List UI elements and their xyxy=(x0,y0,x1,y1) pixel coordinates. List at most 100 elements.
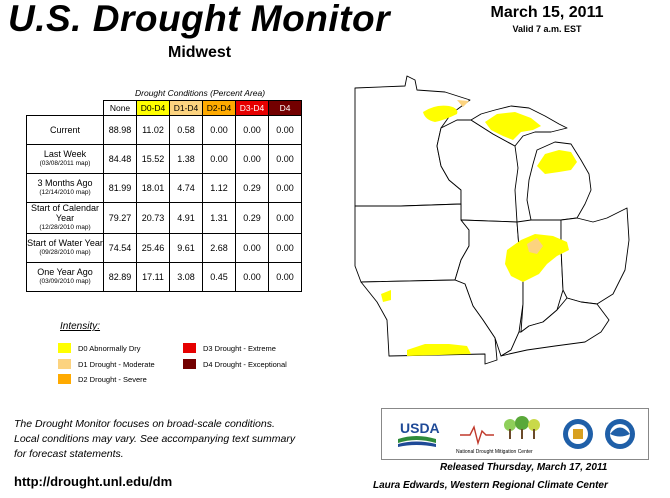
drought-areas xyxy=(381,100,577,356)
row-label: One Year Ago (03/09/2010 map) xyxy=(26,262,104,292)
state-missouri xyxy=(360,279,498,365)
col-d3-d4: D3-D4 xyxy=(235,100,269,116)
table-cell: 4.91 xyxy=(169,202,203,234)
midwest-map xyxy=(354,75,630,365)
table-cell: 3.08 xyxy=(169,262,203,292)
logos-graphic: USDA National Drought Mitigation Center xyxy=(398,416,635,455)
row-label-text: Last Week xyxy=(43,149,87,159)
table-cell: 0.00 xyxy=(235,233,269,263)
d0-area-missouri-south xyxy=(407,344,471,356)
map-title: U.S. Drought Monitor xyxy=(8,0,390,39)
d1-area-minnesota xyxy=(457,100,469,107)
legend-label-d4: D4 Drought - Exceptional xyxy=(203,360,287,369)
note-line: for forecast statements. xyxy=(14,448,124,460)
table-cell: 4.74 xyxy=(169,173,203,203)
table-cell: 0.29 xyxy=(235,202,269,234)
row-label: Last Week (03/08/2011 map) xyxy=(26,144,104,174)
table-cell: 18.01 xyxy=(136,173,170,203)
usda-text: USDA xyxy=(400,420,440,436)
row-label-text: 3 Months Ago xyxy=(37,178,93,188)
note-line: The Drought Monitor focuses on broad-sca… xyxy=(14,418,275,430)
d0-area-missouri xyxy=(381,290,391,302)
row-label-text: Current xyxy=(49,125,80,135)
state-iowa xyxy=(354,203,470,283)
table-row: Start of Calendar Year (12/28/2010 map) 7… xyxy=(26,202,302,234)
noaa-logos xyxy=(563,419,635,449)
table-row: One Year Ago (03/09/2010 map) 82.89 17.11… xyxy=(26,262,302,292)
table-cell: 25.46 xyxy=(136,233,170,263)
row-label-sub: (03/09/2010 map) xyxy=(39,278,91,285)
table-cell: 74.54 xyxy=(103,233,137,263)
table-cell: 0.00 xyxy=(268,144,302,174)
table-row: 3 Months Ago (12/14/2010 map) 81.99 18.01… xyxy=(26,173,302,203)
table-cell: 0.45 xyxy=(202,262,236,292)
table-row: Current 88.98 11.02 0.58 0.00 0.00 0.00 xyxy=(26,115,302,145)
d0-area-indiana-ohio xyxy=(505,234,569,282)
table-cell: 0.00 xyxy=(268,262,302,292)
d1-area-indiana xyxy=(527,238,543,254)
col-none: None xyxy=(103,100,137,116)
table-cell: 20.73 xyxy=(136,202,170,234)
row-label-sub: (09/28/2010 map) xyxy=(39,249,91,256)
row-label-text: Start of Water Year xyxy=(27,238,103,248)
row-label-sub: (12/14/2010 map) xyxy=(39,189,91,196)
col-d2-d4: D2-D4 xyxy=(202,100,236,116)
row-label-sub: (03/08/2011 map) xyxy=(39,160,91,167)
row-label-text: One Year Ago xyxy=(37,267,93,277)
table-cell: 1.12 xyxy=(202,173,236,203)
table-cell: 88.98 xyxy=(103,115,137,145)
table-cell: 0.00 xyxy=(235,144,269,174)
table-cell: 0.00 xyxy=(268,233,302,263)
table-cell: 0.00 xyxy=(202,144,236,174)
table-cell: 0.00 xyxy=(268,202,302,234)
legend-swatch-d3 xyxy=(183,343,196,353)
table-cell: 15.52 xyxy=(136,144,170,174)
note-line: Local conditions may vary. See accompany… xyxy=(14,433,296,445)
table-cell: 0.58 xyxy=(169,115,203,145)
partner-logos: USDA National Drought Mitigation Center xyxy=(381,408,649,460)
row-label: Current xyxy=(26,115,104,145)
table-row: Start of Water Year (09/28/2010 map) 74.5… xyxy=(26,233,302,263)
table-cell: 0.00 xyxy=(268,173,302,203)
legend-swatch-d0 xyxy=(58,343,71,353)
row-label: Start of Water Year (09/28/2010 map) xyxy=(26,233,104,263)
legend-label-d3: D3 Drought - Extreme xyxy=(203,344,276,353)
table-cell: 0.00 xyxy=(235,262,269,292)
d0-area-minnesota xyxy=(423,105,458,122)
table-cell: 1.31 xyxy=(202,202,236,234)
col-d1-d4: D1-D4 xyxy=(169,100,203,116)
table-cell: 17.11 xyxy=(136,262,170,292)
table-caption: Drought Conditions (Percent Area) xyxy=(135,88,266,98)
table-cell: 9.61 xyxy=(169,233,203,263)
legend-label-d1: D1 Drought - Moderate xyxy=(78,360,155,369)
col-d4: D4 xyxy=(268,100,302,116)
row-label-sub: (12/28/2010 map) xyxy=(39,224,91,231)
table-cell: 0.00 xyxy=(235,115,269,145)
ndmc-text: National Drought Mitigation Center xyxy=(456,449,533,455)
table-cell: 2.68 xyxy=(202,233,236,263)
usda-logo: USDA xyxy=(398,420,440,447)
disclaimer-note: The Drought Monitor focuses on broad-sca… xyxy=(14,417,344,462)
row-label: 3 Months Ago (12/14/2010 map) xyxy=(26,173,104,203)
table-cell: 0.00 xyxy=(268,115,302,145)
table-header-row: None D0-D4 D1-D4 D2-D4 D3-D4 D4 xyxy=(27,100,302,116)
legend-swatch-d4 xyxy=(183,359,196,369)
table-corner xyxy=(27,101,104,116)
table-cell: 1.38 xyxy=(169,144,203,174)
table-row: Last Week (03/08/2011 map) 84.48 15.52 1.… xyxy=(26,144,302,174)
map-date: March 15, 2011 xyxy=(490,4,604,21)
region-title: Midwest xyxy=(168,44,232,61)
col-d0-d4: D0-D4 xyxy=(136,100,170,116)
table-cell: 84.48 xyxy=(103,144,137,174)
ndmc-logo: National Drought Mitigation Center xyxy=(456,416,540,455)
drought-conditions-table: None D0-D4 D1-D4 D2-D4 D3-D4 D4 Current … xyxy=(26,100,302,292)
table-cell: 0.00 xyxy=(202,115,236,145)
state-ohio xyxy=(560,207,630,305)
drought-monitor-url[interactable]: http://drought.unl.edu/dm xyxy=(14,474,173,489)
state-kentucky xyxy=(500,297,610,357)
legend-title: Intensity: xyxy=(60,321,101,332)
d0-area-michigan-up xyxy=(485,112,541,140)
d0-area-michigan-lp xyxy=(537,150,577,174)
legend-swatch-d2 xyxy=(58,374,71,384)
legend-label-d0: D0 Abnormally Dry xyxy=(78,344,141,353)
